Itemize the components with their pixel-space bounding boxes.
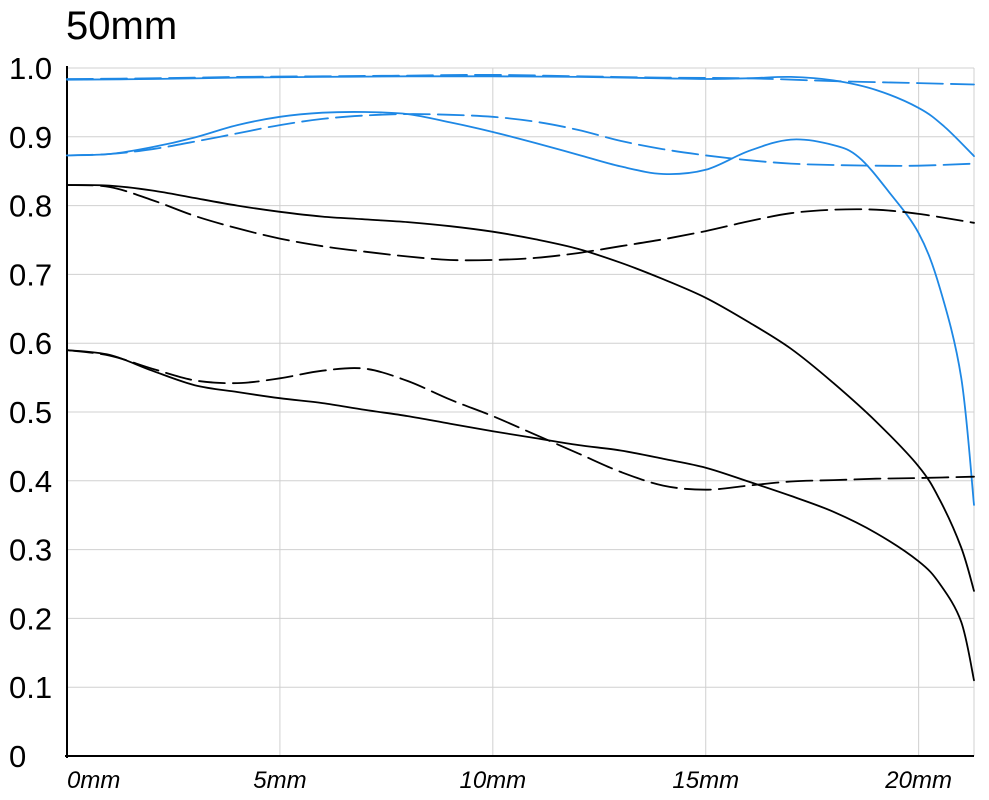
- grid-lines: [67, 67, 975, 756]
- series-line-blue-solid: [66, 75, 975, 157]
- y-tick-labels: 0 0.1 0.2 0.3 0.4 0.5 0.6 0.7 0.8 0.9 1.0: [9, 51, 52, 774]
- x-tick-label: 5mm: [253, 767, 306, 794]
- series-line-blue-dashed: [66, 73, 975, 86]
- y-tick-label: 0.9: [9, 120, 52, 155]
- y-tick-label: 0.4: [9, 464, 52, 499]
- x-tick-labels: 0mm 5mm 10mm 15mm 20mm: [67, 767, 952, 794]
- series-line-black-solid: [66, 349, 975, 682]
- series-lines: [66, 73, 975, 682]
- y-tick-label: 0.7: [9, 257, 52, 292]
- x-tick-label: 20mm: [884, 767, 952, 794]
- y-tick-label: 0.8: [9, 189, 52, 224]
- y-tick-label: 0.6: [9, 326, 52, 361]
- series-line-black-dashed: [66, 184, 975, 262]
- x-tick-label: 10mm: [459, 767, 526, 794]
- axes: [65, 66, 974, 758]
- series-line-blue-dashed: [66, 113, 975, 167]
- series-line-black-solid: [66, 184, 975, 592]
- y-tick-label: 0.1: [9, 670, 52, 705]
- chart-title: 50mm: [66, 4, 178, 48]
- y-tick-label: 0.3: [9, 533, 52, 568]
- y-tick-label: 1.0: [9, 51, 52, 86]
- x-tick-label: 15mm: [672, 767, 739, 794]
- y-tick-label: 0: [9, 739, 26, 774]
- series-line-black-dashed: [66, 349, 975, 491]
- y-tick-label: 0.2: [9, 601, 52, 636]
- x-tick-label: 0mm: [67, 767, 120, 794]
- y-tick-label: 0.5: [9, 395, 52, 430]
- series-line-blue-solid: [66, 111, 975, 506]
